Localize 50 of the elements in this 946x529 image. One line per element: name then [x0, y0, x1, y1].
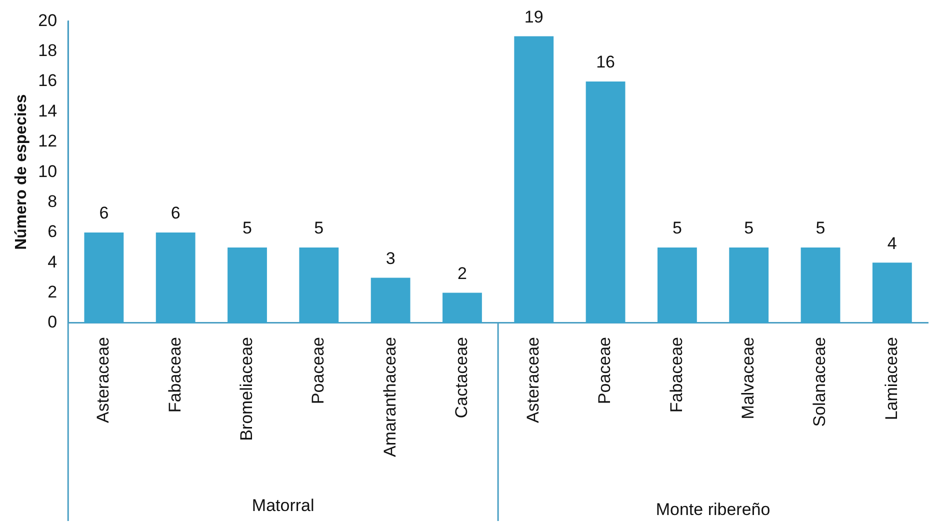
x-tick-label: Asteraceae: [524, 336, 543, 423]
data-label: 6: [99, 204, 109, 223]
y-tick-label: 2: [48, 282, 58, 302]
data-label: 3: [386, 248, 396, 268]
data-label: 5: [816, 218, 826, 238]
y-tick-label: 16: [38, 71, 58, 90]
y-tick-label: 8: [48, 192, 58, 211]
bar: [156, 232, 196, 323]
text: Monte ribereño: [656, 500, 770, 520]
bar: [299, 248, 339, 323]
x-tick-label: Bromeliaceae: [236, 336, 256, 441]
x-tick-label: Asteraceae: [94, 336, 113, 423]
x-tick-label: Solanaceae: [810, 336, 830, 427]
bar: [442, 292, 482, 323]
x-tick-label: Amaranthaceae: [380, 336, 400, 458]
data-label: 5: [242, 218, 252, 238]
data-label: 5: [744, 218, 754, 238]
bar: [370, 278, 410, 323]
bar: [800, 248, 840, 323]
y-tick-label: 6: [48, 222, 58, 242]
y-tick-label: 4: [48, 252, 58, 272]
x-tick-label: Poaceae: [308, 336, 328, 404]
bar: [586, 82, 626, 323]
bar: [514, 36, 554, 323]
y-tick-label: 20: [38, 10, 58, 30]
data-label: 4: [887, 234, 897, 253]
x-tick-label: Cactaceae: [452, 336, 471, 418]
data-label: 2: [457, 264, 467, 283]
bar: [872, 262, 912, 323]
bar: [729, 248, 769, 323]
x-tick-label: Fabaceae: [666, 336, 686, 413]
data-label: 19: [524, 7, 544, 26]
bar: [84, 232, 124, 323]
y-tick-label: 0: [48, 312, 58, 332]
data-label: 6: [170, 204, 180, 223]
y-tick-label: 10: [38, 162, 58, 181]
bar: [657, 248, 697, 323]
y-axis-title: Número de especies: [13, 94, 30, 250]
x-tick-label: Lamiaceae: [882, 336, 901, 420]
text: Matorral: [252, 496, 314, 516]
x-tick-label: Fabaceae: [165, 336, 184, 413]
data-label: 5: [314, 218, 324, 238]
y-tick-label: 14: [38, 101, 58, 120]
data-label: 5: [672, 218, 682, 238]
y-tick-label: 18: [38, 41, 58, 60]
y-tick-label: 12: [38, 132, 58, 151]
data-label: 16: [596, 52, 615, 72]
x-tick-label: Poaceae: [595, 336, 614, 404]
bar: [228, 248, 267, 323]
x-tick-label: Malvaceae: [738, 336, 758, 420]
